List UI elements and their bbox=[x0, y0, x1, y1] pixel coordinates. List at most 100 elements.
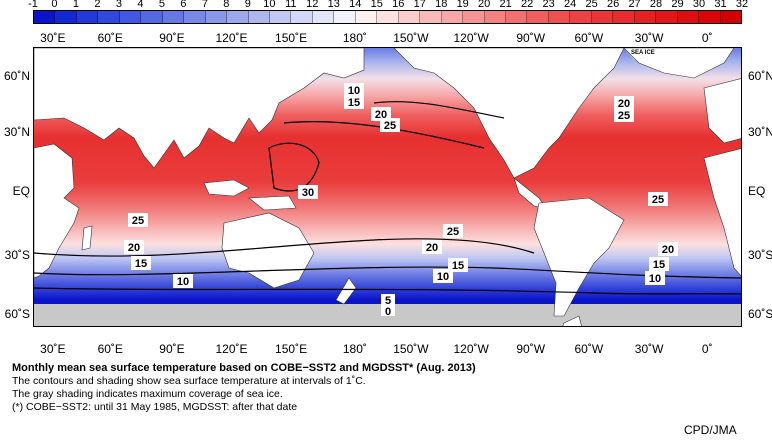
latitude-label: 30˚N bbox=[748, 125, 772, 139]
colorbar-segment bbox=[420, 11, 442, 23]
longitude-label: 60˚E bbox=[97, 31, 123, 45]
colorbar-segment bbox=[269, 11, 292, 23]
contour-label-20: 20 bbox=[422, 240, 442, 254]
contour-label-30: 30 bbox=[298, 185, 318, 199]
colorbar-segment bbox=[184, 11, 206, 23]
caption-line-footnote: (*) COBE−SST2: until 31 May 1985, MGDSST… bbox=[12, 401, 298, 413]
colorbar-tick-label: 2 bbox=[94, 0, 101, 10]
colorbar-tick-label: 7 bbox=[201, 0, 208, 10]
contour-label-text: 20 bbox=[662, 244, 674, 256]
contour-label-25: 25 bbox=[648, 192, 668, 206]
land-new-zealand bbox=[335, 277, 357, 305]
contour-label-text: 25 bbox=[447, 226, 459, 238]
contour-label-25: 25 bbox=[443, 224, 463, 238]
colorbar-segment bbox=[334, 11, 356, 23]
longitude-label: 120˚E bbox=[215, 31, 248, 45]
longitude-label: 150˚W bbox=[393, 342, 429, 356]
land-indonesia-east bbox=[248, 195, 297, 211]
longitude-label: 180˚ bbox=[342, 342, 367, 356]
latitude-label: 60˚S bbox=[4, 307, 30, 321]
contour-label-20: 20 bbox=[658, 242, 678, 256]
contour-label-10: 10 bbox=[344, 83, 364, 97]
longitude-label: 0˚ bbox=[701, 31, 713, 45]
contour-label-text: 25 bbox=[384, 120, 396, 132]
contour-label-25: 25 bbox=[614, 108, 634, 122]
longitude-label: 180˚ bbox=[342, 31, 367, 45]
latitude-label: 60˚N bbox=[748, 69, 772, 83]
colorbar-segment bbox=[484, 11, 506, 23]
contour-label-text: 10 bbox=[348, 85, 360, 97]
latitude-labels-left: 60˚N 30˚N EQ 30˚S 60˚S bbox=[0, 47, 34, 327]
contour-label-text: 10 bbox=[437, 271, 449, 283]
longitude-label: 120˚W bbox=[453, 31, 489, 45]
colorbar-tick-label: 26 bbox=[606, 0, 620, 10]
sea-ice-label: SEA ICE bbox=[631, 50, 655, 56]
colorbar-segment bbox=[141, 11, 163, 23]
colorbar-tick-label: 31 bbox=[714, 0, 727, 10]
colorbar-segment bbox=[55, 11, 77, 23]
colorbar-tick-label: 23 bbox=[542, 0, 555, 10]
contour-label-10: 10 bbox=[433, 269, 453, 283]
colorbar-tick-label: 13 bbox=[327, 0, 340, 10]
latitude-label: 30˚N bbox=[3, 125, 30, 139]
colorbar-segment bbox=[505, 11, 528, 23]
colorbar-tick-label: 20 bbox=[478, 0, 491, 10]
colorbar-tick-labels: -1 0 1 2 3 4 5 6 7 8 9 10 11 12 13 14 15 16 17 18 19 20 21 22 23… bbox=[28, 0, 748, 10]
temperature-colorbar bbox=[33, 10, 742, 24]
colorbar-segment bbox=[34, 11, 56, 23]
colorbar-segment bbox=[613, 11, 635, 23]
colorbar-tick-label: 28 bbox=[649, 0, 663, 10]
longitude-labels-bottom: 30˚E 60˚E 90˚E 120˚E 150˚E 180˚ 150˚W 120˚W 90˚W… bbox=[33, 342, 742, 356]
contour-label-10: 10 bbox=[645, 271, 665, 285]
colorbar-tick-label: 4 bbox=[137, 0, 144, 10]
land-south-america bbox=[533, 197, 625, 317]
colorbar-tick-label: 12 bbox=[306, 0, 319, 10]
contour-label-text: 5 bbox=[385, 295, 391, 307]
colorbar-tick-label: -1 bbox=[28, 0, 38, 10]
colorbar-tick-label: 22 bbox=[521, 0, 534, 10]
colorbar-segment bbox=[591, 11, 614, 23]
colorbar-segment bbox=[291, 11, 313, 23]
figure-caption: Monthly mean sea surface temperature bas… bbox=[12, 362, 612, 414]
contour-label-25: 25 bbox=[128, 213, 148, 227]
land-indonesia-west bbox=[203, 179, 250, 197]
latitude-label: EQ bbox=[748, 184, 766, 198]
colorbar-tick-label: 15 bbox=[370, 0, 383, 10]
contour-label-15: 15 bbox=[131, 256, 151, 270]
land-north-america bbox=[393, 48, 625, 179]
land-madagascar bbox=[81, 225, 93, 251]
contour-label-0: 0 bbox=[381, 306, 395, 318]
contour-label-text: 10 bbox=[177, 276, 189, 288]
colorbar-tick-label: 9 bbox=[244, 0, 251, 10]
longitude-labels-top: 30˚E 60˚E 90˚E 120˚E 150˚E 180˚ 150˚W 120˚W 90˚W… bbox=[33, 31, 742, 45]
contour-label-10: 10 bbox=[173, 274, 193, 288]
longitude-label: 30˚W bbox=[634, 31, 664, 45]
colorbar-tick-label: 16 bbox=[392, 0, 405, 10]
contour-label-text: 25 bbox=[618, 110, 630, 122]
latitude-label: 30˚S bbox=[748, 248, 772, 262]
colorbar-segment bbox=[720, 11, 741, 23]
contour-30-warm-pool bbox=[268, 142, 320, 192]
land-africa-west bbox=[703, 148, 741, 277]
longitude-label: 60˚W bbox=[574, 31, 604, 45]
colorbar-tick-label: 21 bbox=[499, 0, 512, 10]
land-eurasia bbox=[34, 48, 365, 169]
colorbar-segment bbox=[312, 11, 335, 23]
colorbar-tick-label: 32 bbox=[735, 0, 749, 10]
colorbar-tick-label: 29 bbox=[671, 0, 684, 10]
latitude-label: 60˚S bbox=[748, 307, 772, 321]
colorbar-tick-label: 5 bbox=[158, 0, 165, 10]
colorbar-tick-label: 1 bbox=[72, 0, 80, 10]
colorbar-segment bbox=[527, 11, 549, 23]
longitude-label: 90˚E bbox=[159, 31, 185, 45]
longitude-label: 120˚W bbox=[453, 342, 489, 356]
longitude-label: 30˚W bbox=[634, 342, 664, 356]
colorbar-segment bbox=[398, 11, 421, 23]
colorbar-segment bbox=[548, 11, 571, 23]
longitude-label: 30˚E bbox=[40, 31, 66, 45]
colorbar-segment bbox=[656, 11, 678, 23]
colorbar-segment bbox=[441, 11, 464, 23]
contour-label-text: 25 bbox=[652, 194, 664, 206]
contour-label-15: 15 bbox=[448, 258, 468, 272]
colorbar-tick-label: 14 bbox=[349, 0, 362, 10]
